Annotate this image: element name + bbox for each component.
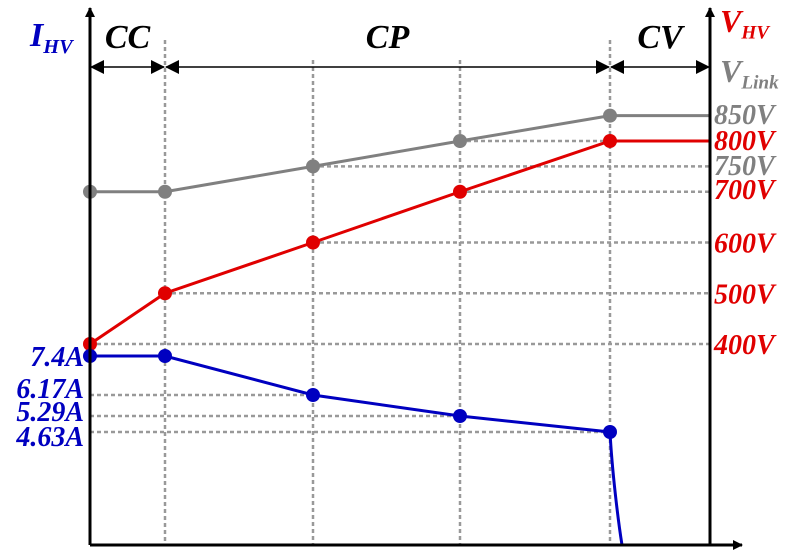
left-tick-label: 5.29A (16, 397, 84, 428)
left-tick-label: 6.17A (16, 374, 84, 405)
data-point-i_hv (306, 388, 320, 402)
series-line-v_link (90, 114, 710, 194)
data-point-i_hv (158, 349, 172, 363)
region-label-cc: CC (105, 19, 151, 56)
right-tick-label: 600V (714, 229, 777, 260)
right-tick-label: 700V (714, 175, 777, 206)
right-tick-label: 500V (714, 279, 777, 310)
data-point-v_hv (603, 134, 617, 148)
data-point-v_hv (306, 235, 320, 250)
data-point-v_hv (453, 184, 467, 199)
data-point-v_link (453, 134, 467, 148)
left-tick-label: 7.4A (30, 342, 84, 373)
right-tick-label: 400V (713, 330, 777, 361)
right-tick-label: 750V (714, 151, 777, 182)
data-point-v_link (158, 184, 172, 199)
left-tick-label: 4.63A (15, 422, 84, 453)
left-axis-title: IHV (29, 17, 74, 58)
data-point-v_link (306, 159, 320, 174)
series-line-v_hv (89, 139, 710, 346)
region-label-cv: CV (637, 19, 685, 56)
data-point-i_hv (603, 425, 617, 439)
region-label-cp: CP (366, 19, 410, 56)
data-point-v_link (603, 108, 617, 123)
right-axis-title-vlink: VLink (720, 53, 779, 93)
right-tick-label: 800V (714, 126, 777, 157)
right-tick-label: 850V (714, 100, 777, 131)
data-point-i_hv (453, 409, 467, 423)
right-axis-title-vhv: VHV (720, 3, 771, 43)
series-line-i_hv (90, 354, 624, 546)
data-point-v_hv (158, 286, 172, 301)
